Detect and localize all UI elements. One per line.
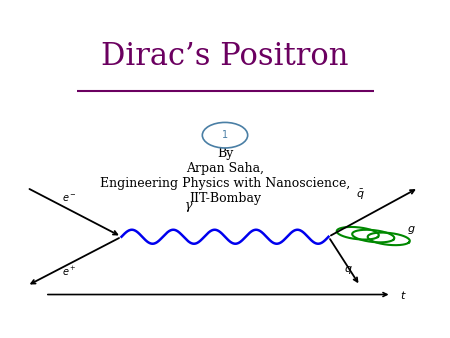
Text: Arpan Saha, Sophomore, IITB, Engineering Physics with: Arpan Saha, Sophomore, IITB, Engineering…: [9, 318, 260, 327]
Text: By
Arpan Saha,
Engineering Physics with Nanoscience,
IIT-Bombay: By Arpan Saha, Engineering Physics with …: [100, 147, 350, 206]
Text: $g$: $g$: [407, 224, 416, 236]
Circle shape: [202, 122, 248, 148]
Text: Friday,  November 5, 2010: Friday, November 5, 2010: [321, 318, 441, 327]
Text: $e^+$: $e^+$: [63, 265, 77, 278]
Text: Dirac’s Positron: Dirac’s Positron: [101, 41, 349, 72]
Text: $t$: $t$: [400, 289, 407, 300]
Text: 1: 1: [222, 130, 228, 140]
Text: γ: γ: [185, 199, 193, 212]
Text: $e^-$: $e^-$: [63, 193, 77, 204]
Text: $\bar{q}$: $\bar{q}$: [356, 188, 364, 202]
Text: $q$: $q$: [344, 264, 353, 276]
